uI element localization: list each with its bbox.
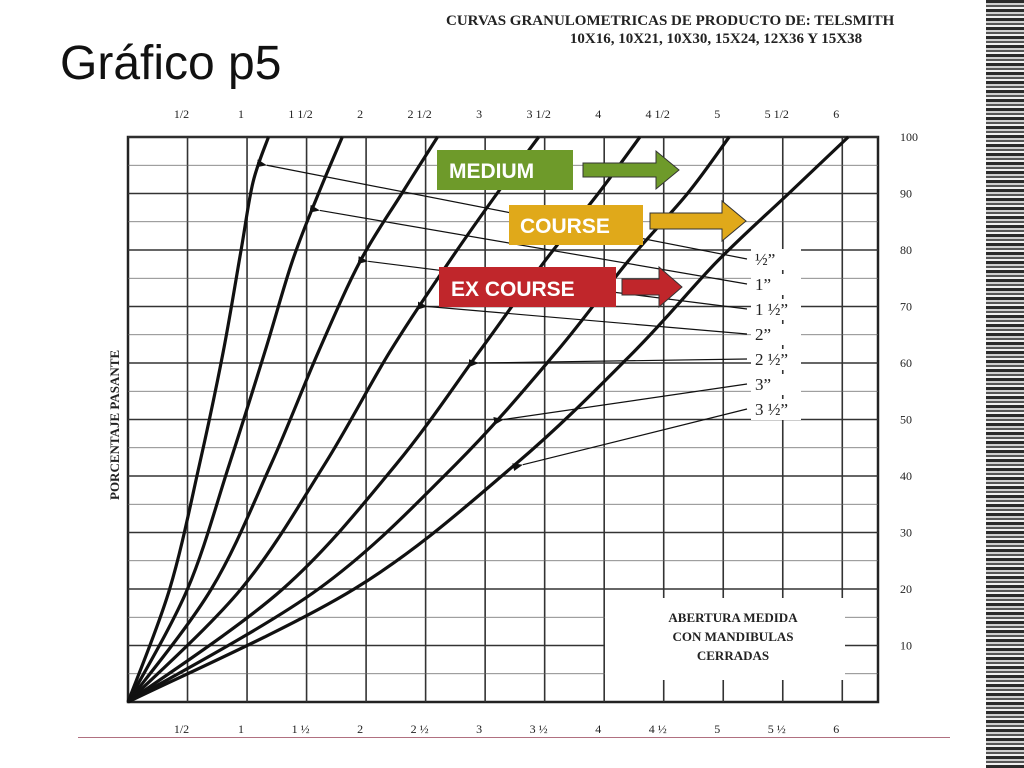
legend-label: 2” xyxy=(755,325,771,344)
bottom-divider xyxy=(78,737,950,738)
x-tick-label-top: 3 1/2 xyxy=(526,107,550,121)
legend-label-background xyxy=(751,399,801,420)
y-tick-label: 90 xyxy=(900,187,912,201)
legend-pointer-arrow xyxy=(417,301,748,335)
annotation-line-3: CERRADAS xyxy=(697,648,769,663)
x-tick-label-bottom: 1 xyxy=(238,722,244,736)
arrow-right-icon xyxy=(582,149,680,191)
tag-ex-course: EX COURSE xyxy=(439,265,683,309)
y-tick-label: 20 xyxy=(900,582,912,596)
y-tick-label: 10 xyxy=(900,639,912,653)
x-tick-label-top: 1 xyxy=(238,107,244,121)
legend-label: ½” xyxy=(755,250,775,269)
x-tick-label-bottom: 6 xyxy=(833,722,839,736)
y-tick-label: 60 xyxy=(900,356,912,370)
x-tick-label-bottom: 5 ½ xyxy=(768,722,786,736)
series-line xyxy=(126,136,541,704)
x-tick-label-bottom: 2 ½ xyxy=(411,722,429,736)
y-tick-label: 30 xyxy=(900,526,912,540)
x-tick-label-bottom: 5 xyxy=(714,722,720,736)
tag-ex-course-box xyxy=(439,267,616,307)
x-tick-label-top: 4 1/2 xyxy=(646,107,670,121)
series-line xyxy=(126,136,344,703)
legend-label: 1 ½” xyxy=(755,300,788,319)
legend-label: 1” xyxy=(755,275,771,294)
y-tick-label: 100 xyxy=(900,130,918,144)
legend-pointer-arrow xyxy=(468,358,748,368)
chart-title-line1: CURVAS GRANULOMETRICAS DE PRODUCTO DE: T… xyxy=(446,13,895,29)
tag-medium: MEDIUM xyxy=(437,149,680,191)
x-tick-label-top: 2 xyxy=(357,107,363,121)
legend-pointer-arrow xyxy=(256,159,748,260)
legend-label-background xyxy=(751,249,801,270)
series-line xyxy=(127,136,731,704)
annotation-line-2: CON MANDIBULAS xyxy=(673,629,794,644)
x-tick-label-bottom: 4 ½ xyxy=(649,722,667,736)
legend-label: 2 ½” xyxy=(755,350,788,369)
decorative-border xyxy=(986,0,1024,768)
x-tick-label-bottom: 1/2 xyxy=(174,722,189,736)
series-line xyxy=(126,136,270,703)
x-tick-label-bottom: 2 xyxy=(357,722,363,736)
chart-title: CURVAS GRANULOMETRICAS DE PRODUCTO DE: T… xyxy=(446,12,986,48)
y-tick-label: 50 xyxy=(900,413,912,427)
legend-pointer-arrow xyxy=(309,204,748,285)
series-line xyxy=(127,135,850,704)
arrow-right-icon xyxy=(621,265,683,309)
x-tick-label-top: 3 xyxy=(476,107,482,121)
legend-label-background xyxy=(751,299,801,320)
legend-label-background xyxy=(751,324,801,345)
tag-medium-label: MEDIUM xyxy=(449,160,534,183)
x-tick-label-top: 1 1/2 xyxy=(288,107,312,121)
annotation-line-1: ABERTURA MEDIDA xyxy=(668,610,798,625)
tag-course: COURSE xyxy=(509,199,747,245)
legend-label-background xyxy=(751,374,801,395)
x-tick-label-bottom: 3 xyxy=(476,722,482,736)
annotation-box: ABERTURA MEDIDA CON MANDIBULAS CERRADAS xyxy=(605,598,845,680)
x-tick-labels-bottom: 1/2 1 1 ½ 2 2 ½ 3 3 ½ 4 4 ½ 5 5 ½ 6 xyxy=(174,722,839,736)
annotation-background xyxy=(605,598,845,680)
x-tick-label-top: 5 xyxy=(714,107,720,121)
tag-course-box xyxy=(509,205,643,245)
x-tick-label-top: 6 xyxy=(833,107,839,121)
legend-label: 3 ½” xyxy=(755,400,788,419)
legend-label-background xyxy=(751,274,801,295)
series-legend: ½” 1” 1 ½” 2” 2 ½” 3” 3 ½” xyxy=(751,249,801,420)
x-tick-label-bottom: 3 ½ xyxy=(530,722,548,736)
x-tick-label-bottom: 1 ½ xyxy=(292,722,310,736)
chart-title-line2: 10X16, 10X21, 10X30, 15X24, 12X36 Y 15X3… xyxy=(569,31,863,47)
y-tick-label: 40 xyxy=(900,469,912,483)
x-tick-labels-top: 1/2 1 1 1/2 2 2 1/2 3 3 1/2 4 4 1/2 5 5 1/2 6 xyxy=(174,107,839,121)
y-tick-label: 70 xyxy=(900,300,912,314)
tag-course-label: COURSE xyxy=(520,215,610,238)
x-tick-label-top: 1/2 xyxy=(174,107,189,121)
tag-ex-course-label: EX COURSE xyxy=(451,278,575,301)
y-axis-label: PORCENTAJE PASANTE xyxy=(107,350,122,500)
y-tick-labels: 100 90 80 70 60 50 40 30 20 10 xyxy=(900,130,918,653)
tag-medium-box xyxy=(437,150,573,190)
slide-title: Gráfico p5 xyxy=(60,37,282,90)
y-tick-label: 80 xyxy=(900,243,912,257)
x-tick-label-top: 4 xyxy=(595,107,601,121)
legend-pointer-arrow xyxy=(512,408,748,471)
legend-label-background xyxy=(751,349,801,370)
x-tick-label-top: 5 1/2 xyxy=(765,107,789,121)
legend-pointer-arrow xyxy=(493,383,748,425)
x-tick-label-bottom: 4 xyxy=(595,722,601,736)
chart-curves xyxy=(126,135,850,704)
series-line xyxy=(127,136,642,704)
series-line xyxy=(126,136,439,703)
arrow-right-icon xyxy=(649,199,747,243)
x-tick-label-top: 2 1/2 xyxy=(407,107,431,121)
legend-label: 3” xyxy=(755,375,771,394)
